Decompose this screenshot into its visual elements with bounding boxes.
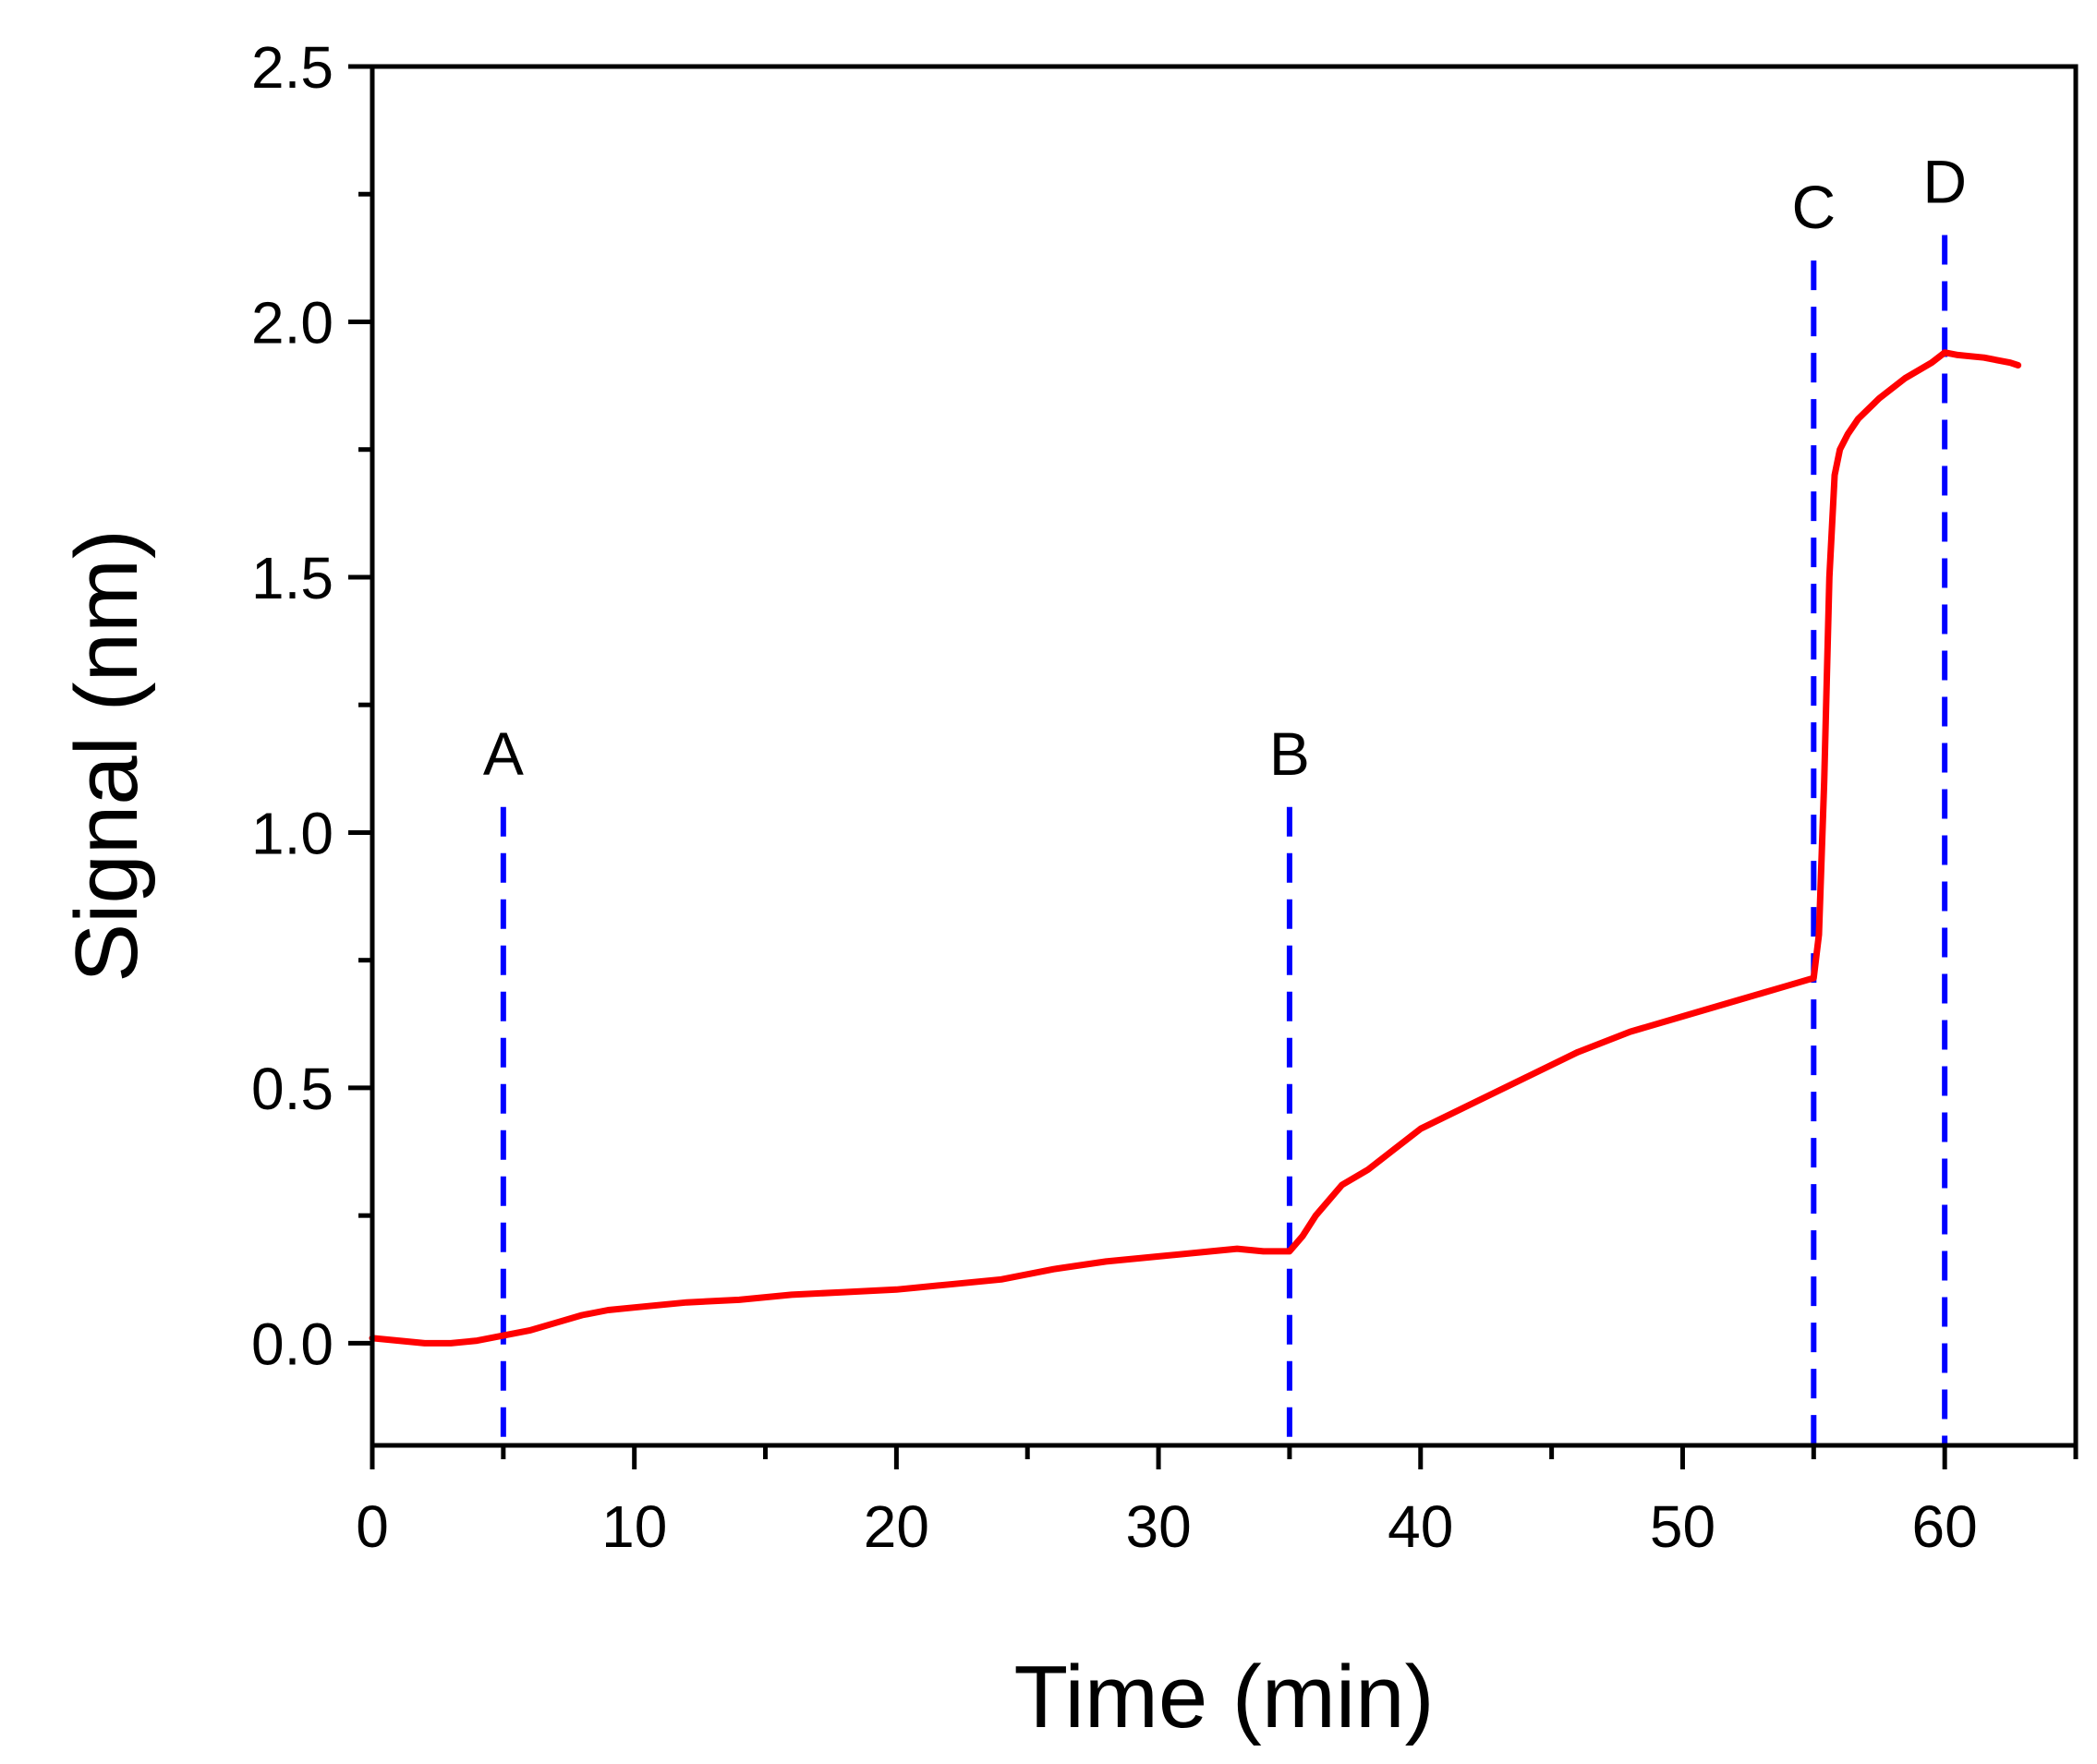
axis-ticks [348,64,2079,1469]
marker-label-a: A [483,719,524,788]
x-tick-label: 30 [1125,1493,1191,1560]
y-tick-label: 1.5 [251,545,333,611]
series-line [369,349,2022,1347]
y-tick-label: 2.5 [251,34,333,101]
x-tick-label: 40 [1388,1493,1453,1560]
x-tick-label: 60 [1912,1493,1978,1560]
x-axis-title: Time (min) [1013,1648,1434,1746]
y-tick-label: 0.0 [251,1311,333,1377]
plot-frame [370,64,2079,1448]
marker-lines [500,235,1948,1445]
x-tick-label: 0 [356,1493,389,1560]
y-axis-title: Signal (nm) [57,529,156,983]
y-tick-label: 2.0 [251,289,333,356]
axis-labels: 0 10 20 30 40 50 60 0.0 0.5 1.0 1.5 2.0 2.5 A B C D [251,34,1978,1560]
x-tick-label: 10 [601,1493,667,1560]
marker-label-b: B [1269,719,1310,788]
y-tick-label: 0.5 [251,1056,333,1122]
x-tick-label: 50 [1650,1493,1715,1560]
marker-label-c: C [1791,173,1836,241]
series-layer [369,349,2022,1347]
x-tick-label: 20 [864,1493,929,1560]
y-tick-label: 1.0 [251,800,333,866]
marker-label-d: D [1922,147,1967,215]
